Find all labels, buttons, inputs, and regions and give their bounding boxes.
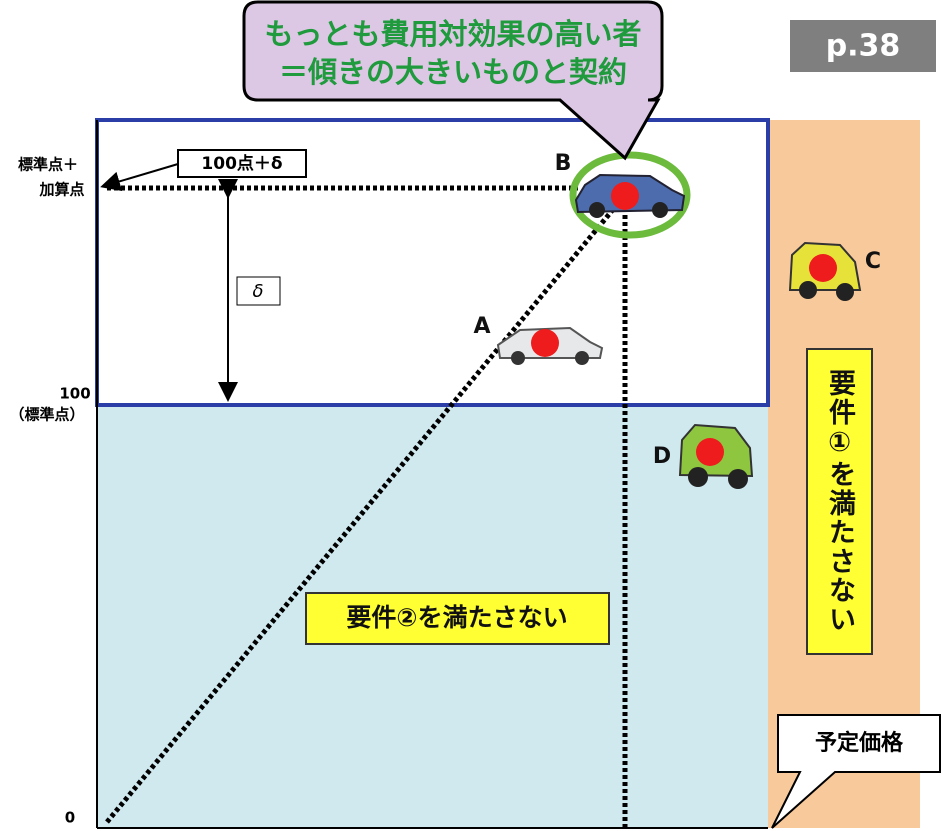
requirement1-label: 要件①を満たさない [824, 369, 855, 634]
price-label: 予定価格 [815, 730, 904, 756]
y-origin: 0 [65, 809, 75, 827]
page-label-box [790, 20, 936, 72]
bidder-label: D [653, 444, 671, 469]
score-box [177, 149, 307, 178]
score-label: 100点＋δ [201, 153, 282, 174]
highlight-ellipse [569, 151, 691, 239]
page-label: p.38 [826, 29, 901, 64]
main-callout [242, 0, 664, 161]
y-top-label: 加算点 [38, 181, 84, 199]
bidder-label: A [473, 314, 490, 339]
callout-line: ＝傾きの大きいものと契約 [279, 55, 627, 89]
delta-box [236, 276, 281, 306]
requirement2-box [305, 592, 610, 645]
price-callout [771, 714, 941, 829]
car-d [678, 423, 754, 489]
slope-line [105, 193, 627, 824]
car-a [496, 326, 604, 365]
y-top-label: 標準点＋ [18, 156, 78, 174]
bidder-label: B [555, 151, 572, 176]
y-standard-label: （標準点） [9, 406, 84, 424]
callout-line: もっとも費用対効果の高い者 [264, 17, 641, 51]
car-c [788, 241, 862, 301]
requirement2-label: 要件②を満たさない [346, 603, 567, 632]
score-arrow [100, 163, 179, 192]
bidder-label: C [865, 249, 881, 274]
requirement1-box: 要件①を満たさない [806, 348, 873, 655]
y-standard-value: 100 [59, 385, 90, 403]
delta-label: δ [252, 281, 263, 302]
car-b [574, 173, 686, 218]
